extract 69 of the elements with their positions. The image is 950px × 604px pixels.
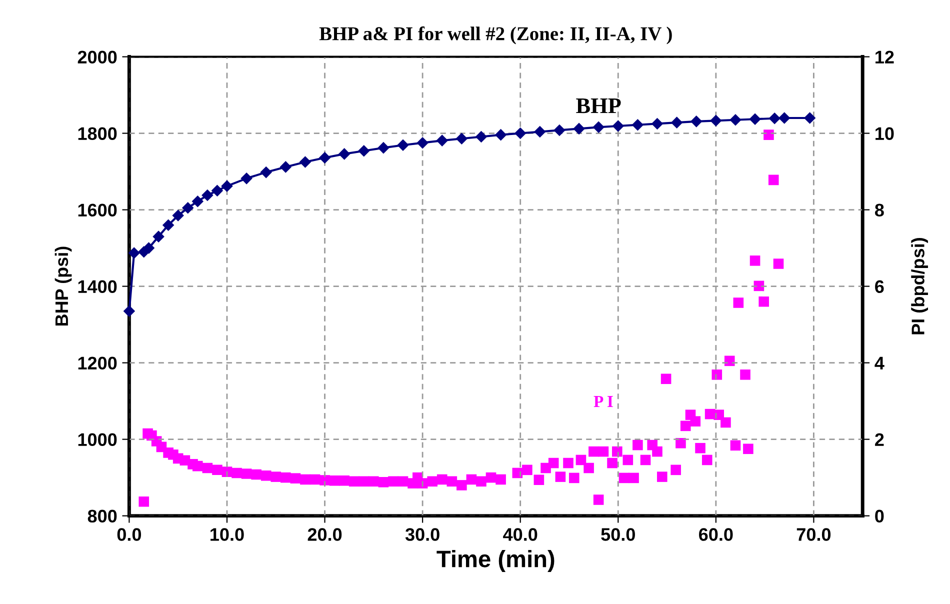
point <box>143 242 154 254</box>
point <box>612 120 624 132</box>
point <box>358 145 370 156</box>
point <box>652 118 663 130</box>
point <box>730 114 742 126</box>
series-label: BHP <box>576 98 621 114</box>
point <box>172 210 184 222</box>
point <box>749 114 761 125</box>
y2-tick-label: 6 <box>875 280 884 294</box>
y2-tick-label: 2 <box>875 433 884 446</box>
y2-axis-title: PI (bpd/psi) <box>911 238 928 334</box>
point <box>221 180 233 192</box>
point <box>416 137 428 148</box>
y2-tick-label: 12 <box>876 50 894 64</box>
point <box>128 247 140 259</box>
point <box>534 126 546 138</box>
point <box>212 185 223 196</box>
point <box>300 156 311 168</box>
x-tick-label: 40.0 <box>503 528 538 541</box>
point <box>554 124 566 136</box>
x-tick-label: 60.0 <box>699 528 733 541</box>
point <box>476 131 487 142</box>
point <box>338 148 350 160</box>
y2-tick-label: 8 <box>874 204 884 217</box>
point <box>573 123 585 134</box>
chart-title: BHP a& PI for well #2 (Zone: II, II-A, IV ) <box>319 26 672 44</box>
point <box>768 112 780 124</box>
point <box>778 112 790 124</box>
point <box>260 166 272 178</box>
point <box>495 129 506 140</box>
point <box>710 115 722 126</box>
y-tick-label: 1400 <box>78 280 117 294</box>
y2-tick-label: 0 <box>875 510 884 523</box>
x-tick-label: 10.0 <box>210 528 244 541</box>
point <box>280 161 292 173</box>
point <box>690 116 702 128</box>
x-tick-label: 20.0 <box>308 528 342 541</box>
point <box>152 230 164 242</box>
y-tick-label: 1200 <box>78 356 117 370</box>
y2-tick-label: 10 <box>876 127 894 140</box>
point <box>632 119 644 130</box>
y2-tick-label: 4 <box>874 356 884 370</box>
y-axis-title: BHP (psi) <box>54 246 72 326</box>
x-tick-label: 70.0 <box>796 528 831 541</box>
point <box>671 116 682 128</box>
x-tick-label: 50.0 <box>601 528 635 541</box>
point <box>436 134 448 146</box>
point <box>162 219 174 231</box>
y-tick-label: 1600 <box>78 204 117 217</box>
x-axis-title: Time (min) <box>436 550 554 572</box>
point <box>182 202 194 214</box>
point <box>592 122 604 133</box>
text: P I <box>594 396 613 407</box>
x-tick-label: 30.0 <box>405 528 440 541</box>
x-tick-label: 0.0 <box>117 528 142 541</box>
y-tick-label: 800 <box>88 510 117 523</box>
y-tick-label: 2000 <box>78 50 117 64</box>
point <box>514 128 526 139</box>
point <box>456 133 468 144</box>
point <box>804 112 816 124</box>
point <box>124 306 135 317</box>
point <box>378 142 390 154</box>
y-tick-label: 1000 <box>78 433 117 446</box>
point <box>240 172 252 184</box>
point <box>202 190 214 201</box>
point <box>397 140 409 151</box>
point <box>192 196 204 207</box>
point <box>319 152 330 164</box>
y-tick-label: 1800 <box>78 127 117 140</box>
